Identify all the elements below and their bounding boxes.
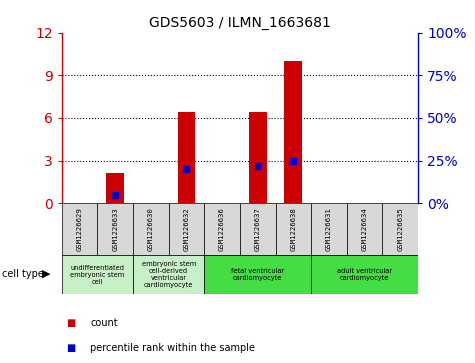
Text: fetal ventricular
cardiomyocyte: fetal ventricular cardiomyocyte xyxy=(231,268,285,281)
Bar xyxy=(62,255,133,294)
Bar xyxy=(347,203,382,255)
Bar xyxy=(204,203,240,255)
Text: undifferentiated
embryonic stem
cell: undifferentiated embryonic stem cell xyxy=(70,265,124,285)
Bar xyxy=(106,174,124,203)
Bar xyxy=(133,255,204,294)
Bar xyxy=(169,203,204,255)
Text: GSM1226636: GSM1226636 xyxy=(219,207,225,251)
Text: percentile rank within the sample: percentile rank within the sample xyxy=(90,343,255,354)
Text: adult ventricular
cardiomyocyte: adult ventricular cardiomyocyte xyxy=(337,268,392,281)
Text: GSM1226638: GSM1226638 xyxy=(290,207,296,251)
Text: GSM1226633: GSM1226633 xyxy=(112,207,118,251)
Text: cell type: cell type xyxy=(2,269,44,279)
Text: ▶: ▶ xyxy=(42,269,51,279)
Bar xyxy=(382,203,418,255)
Text: embryonic stem
cell-derived
ventricular
cardiomyocyte: embryonic stem cell-derived ventricular … xyxy=(142,261,196,288)
Text: GSM1226634: GSM1226634 xyxy=(361,207,368,251)
Text: GSM1226629: GSM1226629 xyxy=(76,207,83,251)
Title: GDS5603 / ILMN_1663681: GDS5603 / ILMN_1663681 xyxy=(149,16,331,30)
Bar xyxy=(311,203,347,255)
Bar xyxy=(62,203,97,255)
Text: ■: ■ xyxy=(66,343,76,354)
Text: GSM1226632: GSM1226632 xyxy=(183,207,190,251)
Bar xyxy=(285,61,302,203)
Text: GSM1226631: GSM1226631 xyxy=(326,207,332,251)
Bar xyxy=(240,203,276,255)
Bar xyxy=(311,255,418,294)
Bar xyxy=(97,203,133,255)
Text: GSM1226637: GSM1226637 xyxy=(255,207,261,251)
Bar xyxy=(204,255,311,294)
Text: ■: ■ xyxy=(66,318,76,328)
Bar xyxy=(178,112,195,203)
Bar xyxy=(276,203,311,255)
Text: count: count xyxy=(90,318,118,328)
Text: GSM1226630: GSM1226630 xyxy=(148,207,154,251)
Text: GSM1226635: GSM1226635 xyxy=(397,207,403,251)
Bar xyxy=(133,203,169,255)
Bar xyxy=(249,112,266,203)
